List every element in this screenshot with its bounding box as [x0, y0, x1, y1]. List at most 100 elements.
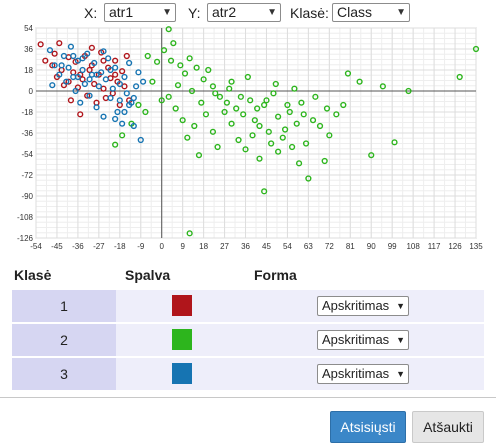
- scatter-plot: -54 -45 -36 -27 -18 -9 0 9 18 27 36 45 54 63 72 81 90 99 1…: [17, 24, 483, 251]
- data-point-class-2: [237, 93, 244, 100]
- x-label: X:: [84, 5, 98, 21]
- shape-select[interactable]: Apskritimas ▼: [317, 296, 409, 316]
- data-point-class-3: [72, 87, 79, 95]
- data-point-class-3: [137, 136, 144, 144]
- table-row: 1 Apskritimas ▼: [12, 290, 484, 322]
- data-point-class-2: [158, 97, 165, 104]
- class-attribute-select[interactable]: Class ▼: [332, 3, 410, 22]
- data-point-class-2: [144, 52, 151, 60]
- x-tick-label: 45: [262, 242, 271, 251]
- data-point-class-2: [284, 101, 291, 109]
- color-swatch[interactable]: [172, 295, 192, 316]
- shape-value: Apskritimas: [322, 332, 390, 347]
- data-point-class-2: [326, 132, 333, 139]
- data-point-class-2: [333, 111, 340, 118]
- data-point-class-2: [282, 126, 289, 133]
- class-number: 1: [12, 290, 116, 322]
- data-point-class-2: [256, 122, 263, 130]
- data-point-class-2: [193, 64, 200, 71]
- data-point-class-3: [114, 108, 121, 116]
- data-point-class-3: [58, 62, 65, 69]
- x-tick-label: 135: [469, 242, 483, 251]
- data-point-class-2: [165, 93, 172, 100]
- data-point-class-2: [223, 99, 230, 106]
- x-tick-label: -36: [72, 242, 84, 251]
- data-point-class-2: [153, 58, 161, 65]
- x-tick-label: 36: [241, 242, 250, 251]
- y-attribute-value: atr2: [212, 4, 237, 20]
- data-point-class-3: [86, 76, 93, 83]
- data-point-class-1: [79, 76, 86, 83]
- chevron-down-icon: ▼: [396, 369, 405, 379]
- x-tick-label: 9: [180, 242, 185, 251]
- data-point-class-3: [95, 83, 102, 90]
- cancel-button[interactable]: Atšaukti: [412, 411, 484, 443]
- data-point-class-3: [133, 83, 140, 90]
- chevron-down-icon: ▼: [396, 7, 406, 18]
- data-point-class-3: [100, 113, 107, 120]
- data-point-class-3: [81, 80, 88, 88]
- data-point-class-2: [288, 143, 296, 151]
- data-point-class-1: [86, 66, 93, 74]
- data-point-class-1: [100, 85, 107, 92]
- data-point-class-2: [321, 157, 328, 165]
- data-point-class-2: [221, 108, 228, 116]
- download-button[interactable]: Atsisiųsti: [330, 411, 406, 443]
- color-swatch[interactable]: [172, 363, 192, 384]
- x-tick-label: 0: [159, 242, 164, 251]
- data-point-class-1: [88, 44, 95, 51]
- data-point-class-2: [212, 90, 219, 97]
- data-point-class-2: [275, 148, 282, 155]
- data-point-class-3: [77, 99, 84, 106]
- data-point-class-3: [130, 94, 137, 102]
- data-point-class-1: [121, 83, 128, 90]
- data-point-class-3: [135, 69, 142, 76]
- data-point-class-1: [65, 78, 72, 85]
- class-number: 2: [12, 324, 116, 356]
- data-point-class-2: [135, 101, 142, 109]
- data-point-class-2: [179, 117, 186, 124]
- header-shape: Forma: [254, 267, 297, 283]
- shape-select[interactable]: Apskritimas ▼: [317, 330, 409, 350]
- data-point-class-3: [84, 50, 91, 57]
- data-point-class-2: [305, 175, 312, 182]
- data-point-class-3: [86, 92, 93, 99]
- data-point-class-2: [160, 47, 168, 54]
- data-point-class-3: [56, 71, 63, 78]
- data-point-class-3: [74, 73, 82, 81]
- data-point-class-2: [293, 120, 300, 127]
- data-point-class-2: [368, 152, 375, 159]
- shape-select[interactable]: Apskritimas ▼: [317, 364, 409, 384]
- data-point-class-2: [191, 122, 198, 130]
- data-point-class-3: [67, 43, 75, 50]
- x-tick-label: -45: [51, 242, 63, 251]
- data-point-class-2: [181, 70, 189, 77]
- data-point-class-2: [249, 132, 256, 139]
- data-point-class-2: [233, 105, 240, 112]
- y-attribute-select[interactable]: atr2 ▼: [207, 3, 281, 22]
- data-point-class-1: [56, 40, 63, 47]
- color-swatch[interactable]: [172, 329, 192, 350]
- data-point-class-2: [286, 108, 293, 116]
- data-point-class-2: [456, 73, 463, 81]
- data-point-class-2: [200, 76, 207, 83]
- data-point-class-2: [265, 128, 272, 135]
- data-point-class-2: [302, 140, 310, 147]
- x-tick-label: 72: [325, 242, 334, 251]
- data-point-class-3: [93, 104, 100, 111]
- x-tick-label: 126: [448, 242, 462, 251]
- data-point-class-3: [139, 78, 147, 85]
- data-point-class-2: [209, 128, 217, 135]
- data-point-class-3: [102, 76, 109, 83]
- data-point-class-2: [228, 120, 235, 127]
- data-point-class-1: [123, 52, 130, 60]
- x-tick-label: -18: [114, 242, 126, 251]
- y-tick-label: -126: [17, 234, 34, 243]
- data-point-class-2: [309, 117, 317, 124]
- y-tick-label: 0: [29, 87, 34, 96]
- x-attribute-select[interactable]: atr1 ▼: [104, 3, 176, 22]
- x-tick-label: 108: [406, 242, 420, 251]
- data-point-class-1: [42, 57, 49, 64]
- data-point-class-1: [77, 111, 84, 118]
- data-point-class-2: [270, 90, 277, 97]
